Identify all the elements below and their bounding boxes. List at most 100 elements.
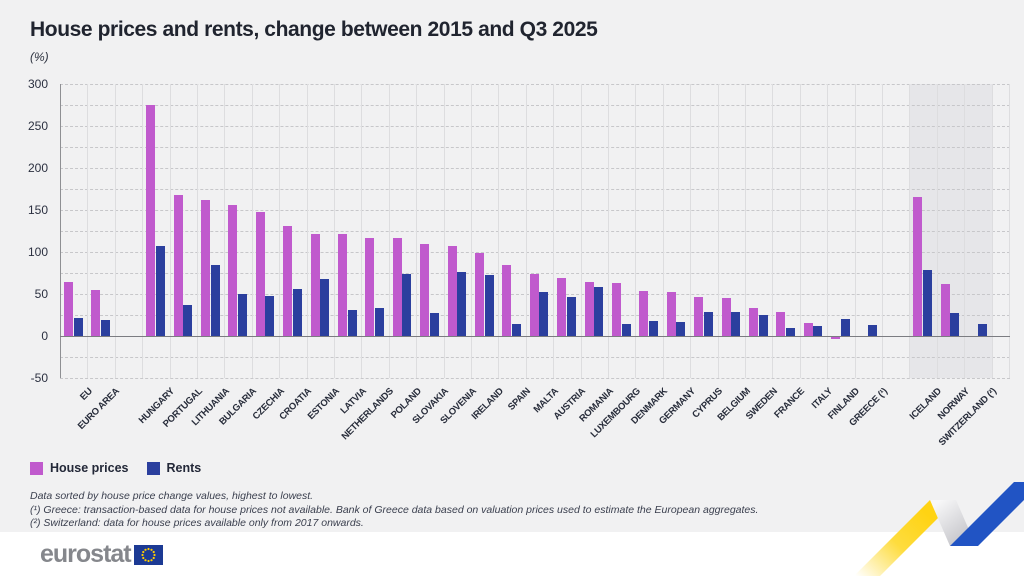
bar-rents-czechia [265,295,275,336]
bar-house-prices-germany [666,292,676,336]
v-gridline [662,84,664,378]
y-tick-label: 300 [27,77,48,91]
bar-house-prices-latvia [338,234,347,336]
y-tick-label: 50 [34,287,48,301]
bar-house-prices-spain [502,265,512,336]
bar-house-prices-norway [940,283,950,336]
v-gridline [334,84,335,378]
v-gridline [443,84,445,378]
legend-label-house-prices: House prices [50,461,129,475]
bar-house-prices-slovakia [420,244,430,336]
bar-rents-austria [566,296,576,336]
v-gridline [717,84,719,378]
v-gridline [224,84,226,378]
footnote-greece: (¹) Greece: transaction-based data for h… [30,503,759,516]
y-tick-label: -50 [30,371,48,385]
bar-rents-romania [594,287,604,336]
eurostat-logo: eurostat [40,540,163,569]
bar-house-prices-eu [64,282,73,336]
legend-item-house-prices: House prices [30,461,129,475]
bar-house-prices-romania [584,282,594,336]
h-gridline [60,231,1010,232]
bar-rents-germany [676,321,686,336]
bar-rents-denmark [648,320,658,336]
bar-rents-sweden [758,315,768,336]
bar-house-prices-denmark [639,290,649,336]
zero-axis-line [60,336,1010,337]
h-gridline [60,357,1010,358]
v-gridline [580,84,582,378]
v-gridline [745,84,746,378]
bar-rents-hungary [155,246,165,336]
v-gridline [690,84,692,378]
eu-flag-icon [133,544,163,565]
bar-house-prices-malta [529,273,539,336]
bar-house-prices-slovenia [447,246,457,336]
v-gridline [251,84,253,378]
rents-swatch-icon [146,461,160,475]
plot-right-edge [1009,84,1010,378]
h-gridline [60,252,1010,253]
bar-house-prices-bulgaria [228,204,238,336]
v-gridline [991,84,993,378]
v-gridline [882,84,883,378]
bar-rents-eu [73,318,83,336]
bar-rents-bulgaria [237,294,247,336]
v-gridline [416,84,418,378]
bar-rents-belgium [731,311,741,336]
bar-house-prices-czechia [255,211,265,336]
h-gridline [60,84,1010,85]
chart-subtitle: (%) [30,50,49,64]
bar-rents-malta [539,292,549,336]
v-gridline [471,84,472,378]
v-gridline [772,84,774,378]
bar-rents-euro-area [100,320,110,336]
bar-rents-poland [402,273,412,336]
bar-rents-greece [868,325,878,336]
footnote-sorting: Data sorted by house price change values… [30,490,314,502]
y-axis-line [60,84,61,378]
bar-house-prices-ireland [475,252,484,336]
bar-house-prices-iceland [913,197,923,336]
bar-rents-spain [511,324,521,336]
bar-house-prices-croatia [283,225,293,336]
bar-rents-italy [813,325,823,336]
bar-house-prices-italy [803,322,813,336]
v-gridline [799,84,801,378]
bar-rents-switzerland [977,324,987,336]
eurostat-ribbon-graphic [854,482,1024,576]
bar-rents-france [785,327,795,336]
v-gridline [909,84,911,378]
h-gridline [60,210,1010,211]
bar-house-prices-estonia [310,233,320,336]
y-tick-label: 150 [27,203,48,217]
h-gridline [60,147,1010,148]
v-gridline [306,84,308,378]
v-gridline [388,84,390,378]
chart-title: House prices and rents, change between 2… [30,18,598,41]
bar-house-prices-hungary [146,105,156,336]
bar-house-prices-portugal [173,194,183,336]
h-gridline [60,378,1010,379]
y-tick-label: 200 [27,161,48,175]
v-gridline [854,84,856,378]
v-gridline [936,84,938,378]
y-tick-label: 250 [27,119,48,133]
ribbon-yellow-segment [854,500,956,576]
bar-house-prices-france [776,311,786,336]
bar-house-prices-finland [831,336,841,339]
v-gridline [525,84,527,378]
house-prices-swatch-icon [30,461,43,475]
legend: House prices Rents [30,461,201,475]
h-gridline [60,273,1010,274]
bar-house-prices-netherlands [365,237,375,336]
bar-rents-croatia [292,288,302,336]
bar-rents-iceland [922,270,932,336]
bar-rents-latvia [347,309,357,336]
bar-house-prices-luxembourg [612,283,621,336]
v-gridline [279,84,281,378]
ribbon-blue-segment [950,482,1024,546]
v-gridline [498,84,500,378]
bar-rents-cyprus [703,311,713,336]
v-gridline [608,84,609,378]
